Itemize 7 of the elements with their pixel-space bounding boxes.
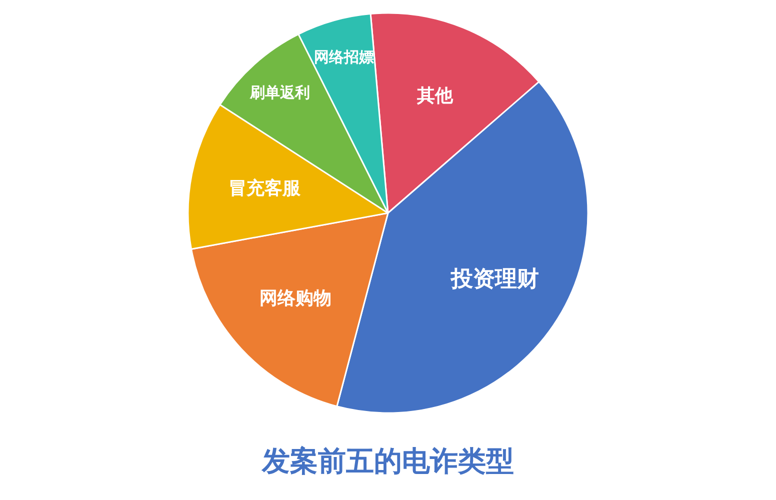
slice-label: 其他 [416, 86, 454, 107]
slice-label: 网络招嫖 [314, 48, 374, 66]
slice-label: 网络购物 [260, 288, 332, 310]
slice-label: 投资理财 [450, 267, 539, 292]
text: 发案前五的电诈类型 [261, 444, 514, 478]
slice-label: 冒充客服 [228, 178, 302, 200]
slice-label: 刷单返利 [248, 83, 310, 102]
